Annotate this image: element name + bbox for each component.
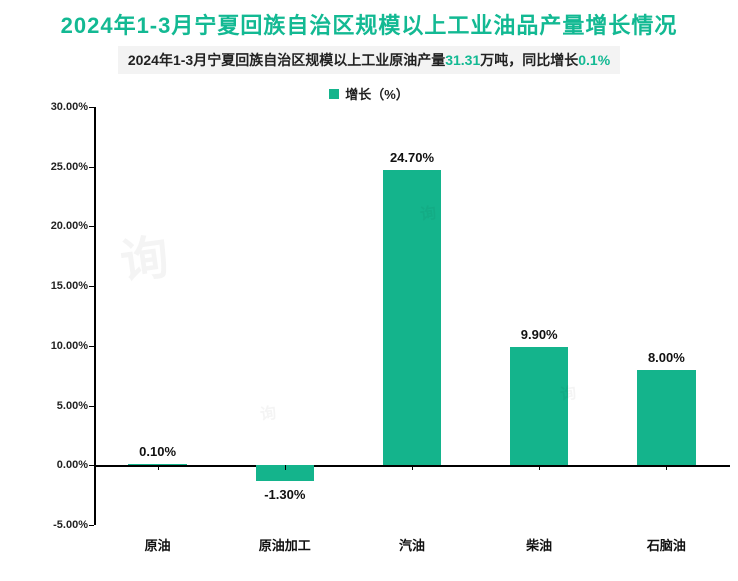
y-tick-label: 20.00% <box>51 220 94 232</box>
bar-value-label: 0.10% <box>139 444 176 459</box>
y-tick <box>89 465 94 466</box>
x-tick-label: 汽油 <box>399 535 425 554</box>
y-tick <box>89 167 94 168</box>
x-tick <box>666 465 667 470</box>
x-tick-label: 柴油 <box>526 535 552 554</box>
x-tick <box>158 465 159 470</box>
subtitle-wrap: 2024年1-3月宁夏回族自治区规模以上工业原油产量31.31万吨，同比增长0.… <box>12 46 726 74</box>
y-tick-label: 25.00% <box>51 161 94 173</box>
y-tick-label: 30.00% <box>51 101 94 113</box>
bar <box>510 347 569 465</box>
x-tick <box>285 465 286 470</box>
chart-area: -5.00%0.00%5.00%10.00%15.00%20.00%25.00%… <box>12 107 726 575</box>
x-tick-label: 石脑油 <box>647 535 686 554</box>
y-tick <box>89 406 94 407</box>
x-tick <box>539 465 540 470</box>
y-tick <box>89 226 94 227</box>
x-tick-label: 原油加工 <box>259 535 311 554</box>
bar <box>637 370 696 466</box>
x-tick-label: 原油 <box>145 535 171 554</box>
y-axis-line <box>94 107 96 525</box>
chart-legend: 增长（%） <box>12 84 726 103</box>
y-tick <box>89 525 94 526</box>
y-tick-label: -5.00% <box>53 519 94 531</box>
chart-container: 2024年1-3月宁夏回族自治区规模以上工业油品产量增长情况 2024年1-3月… <box>0 0 738 581</box>
legend-swatch <box>329 89 339 99</box>
x-tick <box>412 465 413 470</box>
y-tick <box>89 107 94 108</box>
bar-value-label: 24.70% <box>390 150 434 165</box>
bar-value-label: 9.90% <box>521 327 558 342</box>
y-tick <box>89 346 94 347</box>
bar-value-label: 8.00% <box>648 350 685 365</box>
y-tick-label: 15.00% <box>51 280 94 292</box>
chart-subtitle: 2024年1-3月宁夏回族自治区规模以上工业原油产量31.31万吨，同比增长0.… <box>118 46 620 74</box>
bar-value-label: -1.30% <box>264 487 305 502</box>
legend-label: 增长（%） <box>345 87 409 102</box>
chart-title: 2024年1-3月宁夏回族自治区规模以上工业油品产量增长情况 <box>12 8 726 40</box>
plot-region: -5.00%0.00%5.00%10.00%15.00%20.00%25.00%… <box>94 107 730 525</box>
bar <box>383 170 442 465</box>
y-tick <box>89 286 94 287</box>
y-tick-label: 10.00% <box>51 340 94 352</box>
